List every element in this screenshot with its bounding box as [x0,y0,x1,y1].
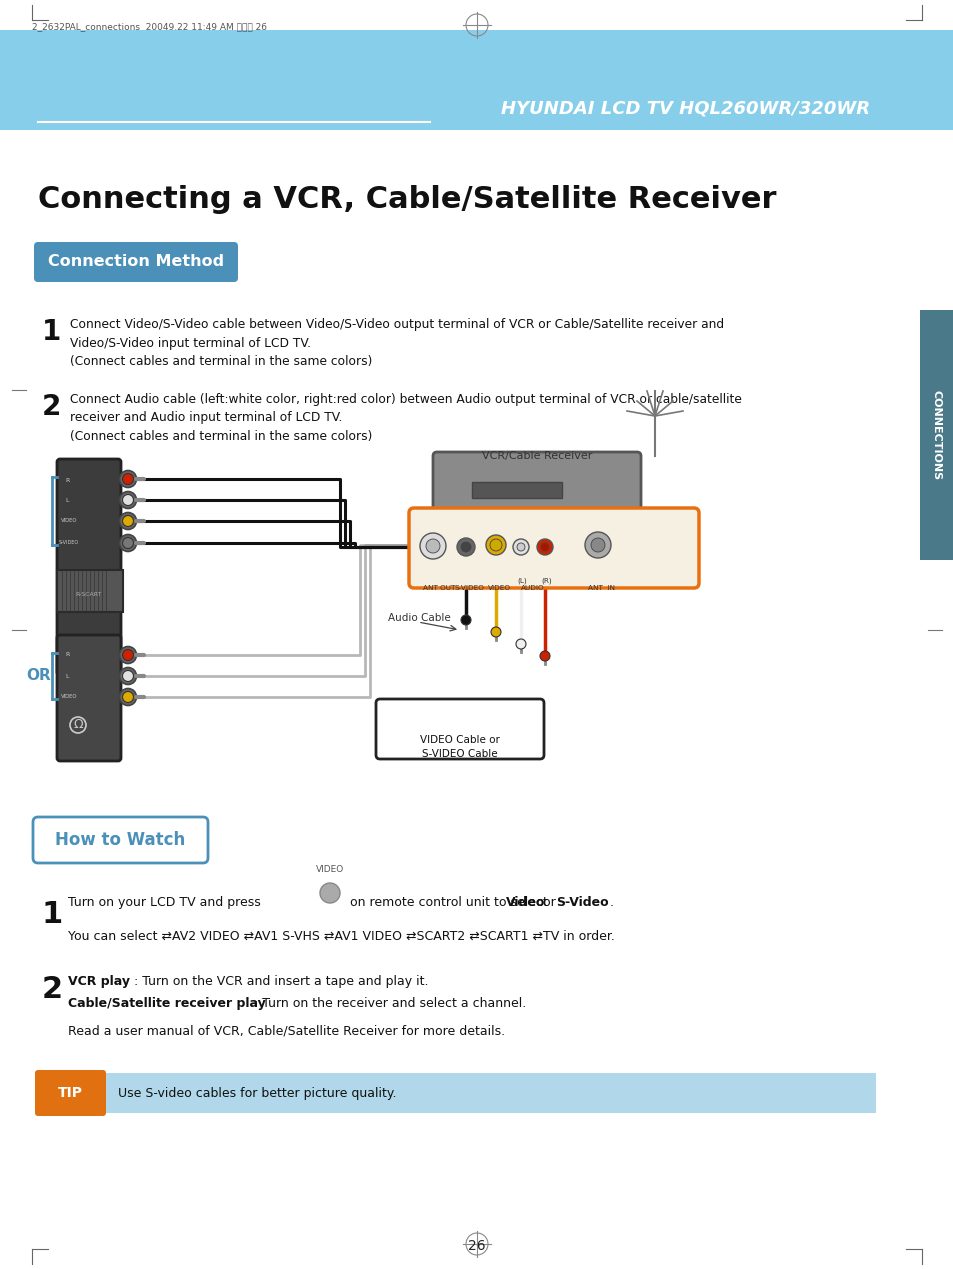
Text: S-VIDEO: S-VIDEO [455,585,484,591]
Bar [38,1074,875,1113]
Text: VIDEO: VIDEO [61,694,77,699]
FancyBboxPatch shape [57,459,121,675]
Text: VCR play: VCR play [68,975,130,989]
Circle shape [456,538,475,556]
Circle shape [537,539,553,555]
Circle shape [584,532,610,558]
Text: Ω: Ω [73,718,83,731]
FancyBboxPatch shape [409,508,699,588]
Circle shape [122,473,133,485]
Text: Cable/Satellite receiver play: Cable/Satellite receiver play [68,997,266,1010]
Text: R-SCART: R-SCART [75,593,102,598]
Text: Audio Cable: Audio Cable [388,613,450,623]
Circle shape [539,651,550,661]
Bar [919,310,953,560]
Text: Connecting a VCR, Cable/Satellite Receiver: Connecting a VCR, Cable/Satellite Receiv… [38,185,776,214]
Text: Read a user manual of VCR, Cable/Satellite Receiver for more details.: Read a user manual of VCR, Cable/Satelli… [68,1024,504,1037]
Circle shape [516,640,525,648]
FancyBboxPatch shape [433,452,640,511]
Circle shape [517,543,524,551]
Text: You can select ⇄AV2 VIDEO ⇄AV1 S-VHS ⇄AV1 VIDEO ⇄SCART2 ⇄SCART1 ⇄TV in order.: You can select ⇄AV2 VIDEO ⇄AV1 S-VHS ⇄AV… [68,930,615,943]
FancyBboxPatch shape [57,634,121,761]
Text: VCR/Cable Receiver: VCR/Cable Receiver [481,450,592,461]
Circle shape [122,670,133,681]
Text: CONNECTIONS: CONNECTIONS [931,390,941,480]
Bar [472,482,561,497]
Text: Video: Video [505,896,545,909]
Text: (R): (R) [540,577,551,584]
Text: (L): (L) [517,577,526,584]
Text: 1: 1 [42,900,63,929]
Text: on remote control unit to select: on remote control unit to select [346,896,551,909]
Bar [57,570,123,612]
Circle shape [540,543,548,551]
Text: Connection Method: Connection Method [48,255,224,269]
Text: VIDEO: VIDEO [488,585,511,591]
Text: R: R [65,652,70,657]
Circle shape [491,627,500,637]
Circle shape [119,491,136,509]
FancyBboxPatch shape [33,817,208,863]
Text: Connect Audio cable (left:white color, right:red color) between Audio output ter: Connect Audio cable (left:white color, r… [70,393,741,443]
Text: VIDEO: VIDEO [315,865,344,874]
Circle shape [426,539,439,553]
Bar [0,30,953,129]
Text: : Turn on the VCR and insert a tape and play it.: : Turn on the VCR and insert a tape and … [130,975,428,989]
Circle shape [122,495,133,505]
Text: 1: 1 [42,319,61,346]
Text: or: or [538,896,559,909]
Text: 2: 2 [42,393,61,421]
Circle shape [513,539,529,555]
Text: S-VIDEO: S-VIDEO [59,541,79,546]
Text: ANT  IN: ANT IN [587,585,615,591]
Text: S-Video: S-Video [556,896,608,909]
Circle shape [122,515,133,527]
Text: VIDEO Cable or
S-VIDEO Cable: VIDEO Cable or S-VIDEO Cable [419,735,499,759]
Text: 26: 26 [468,1239,485,1253]
Text: : Turn on the receiver and select a channel.: : Turn on the receiver and select a chan… [250,997,526,1010]
Circle shape [460,615,471,626]
Text: How to Watch: How to Watch [55,831,185,849]
Text: .: . [609,896,614,909]
Text: OR: OR [26,667,51,683]
Circle shape [460,542,471,552]
Text: ANT OUT: ANT OUT [422,585,455,591]
Circle shape [119,646,136,664]
Text: L: L [65,497,69,503]
FancyBboxPatch shape [34,242,237,282]
Text: 2: 2 [42,975,63,1004]
Circle shape [122,650,133,660]
Circle shape [485,536,505,555]
Text: VIDEO: VIDEO [61,519,77,524]
Text: Use S-video cables for better picture quality.: Use S-video cables for better picture qu… [118,1086,396,1099]
Text: AUDIO: AUDIO [520,585,544,591]
Text: HYUNDAI LCD TV HQL260WR/320WR: HYUNDAI LCD TV HQL260WR/320WR [500,100,869,118]
Circle shape [119,534,136,552]
Text: 2_2632PAL_connections  20049.22 11:49 AM 페이지 26: 2_2632PAL_connections 20049.22 11:49 AM … [32,22,267,30]
Circle shape [490,539,501,551]
Circle shape [419,533,446,560]
Circle shape [119,667,136,684]
Text: L: L [65,674,69,679]
Text: Turn on your LCD TV and press: Turn on your LCD TV and press [68,896,265,909]
Circle shape [119,689,136,706]
Text: TIP: TIP [57,1086,82,1100]
Circle shape [119,513,136,529]
Circle shape [122,538,133,548]
FancyBboxPatch shape [35,1070,106,1115]
FancyBboxPatch shape [375,699,543,759]
Text: R: R [65,477,70,482]
Circle shape [122,692,133,703]
Circle shape [319,883,339,904]
Circle shape [590,538,604,552]
Circle shape [119,471,136,487]
Text: Connect Video/S-Video cable between Video/S-Video output terminal of VCR or Cabl: Connect Video/S-Video cable between Vide… [70,319,723,368]
